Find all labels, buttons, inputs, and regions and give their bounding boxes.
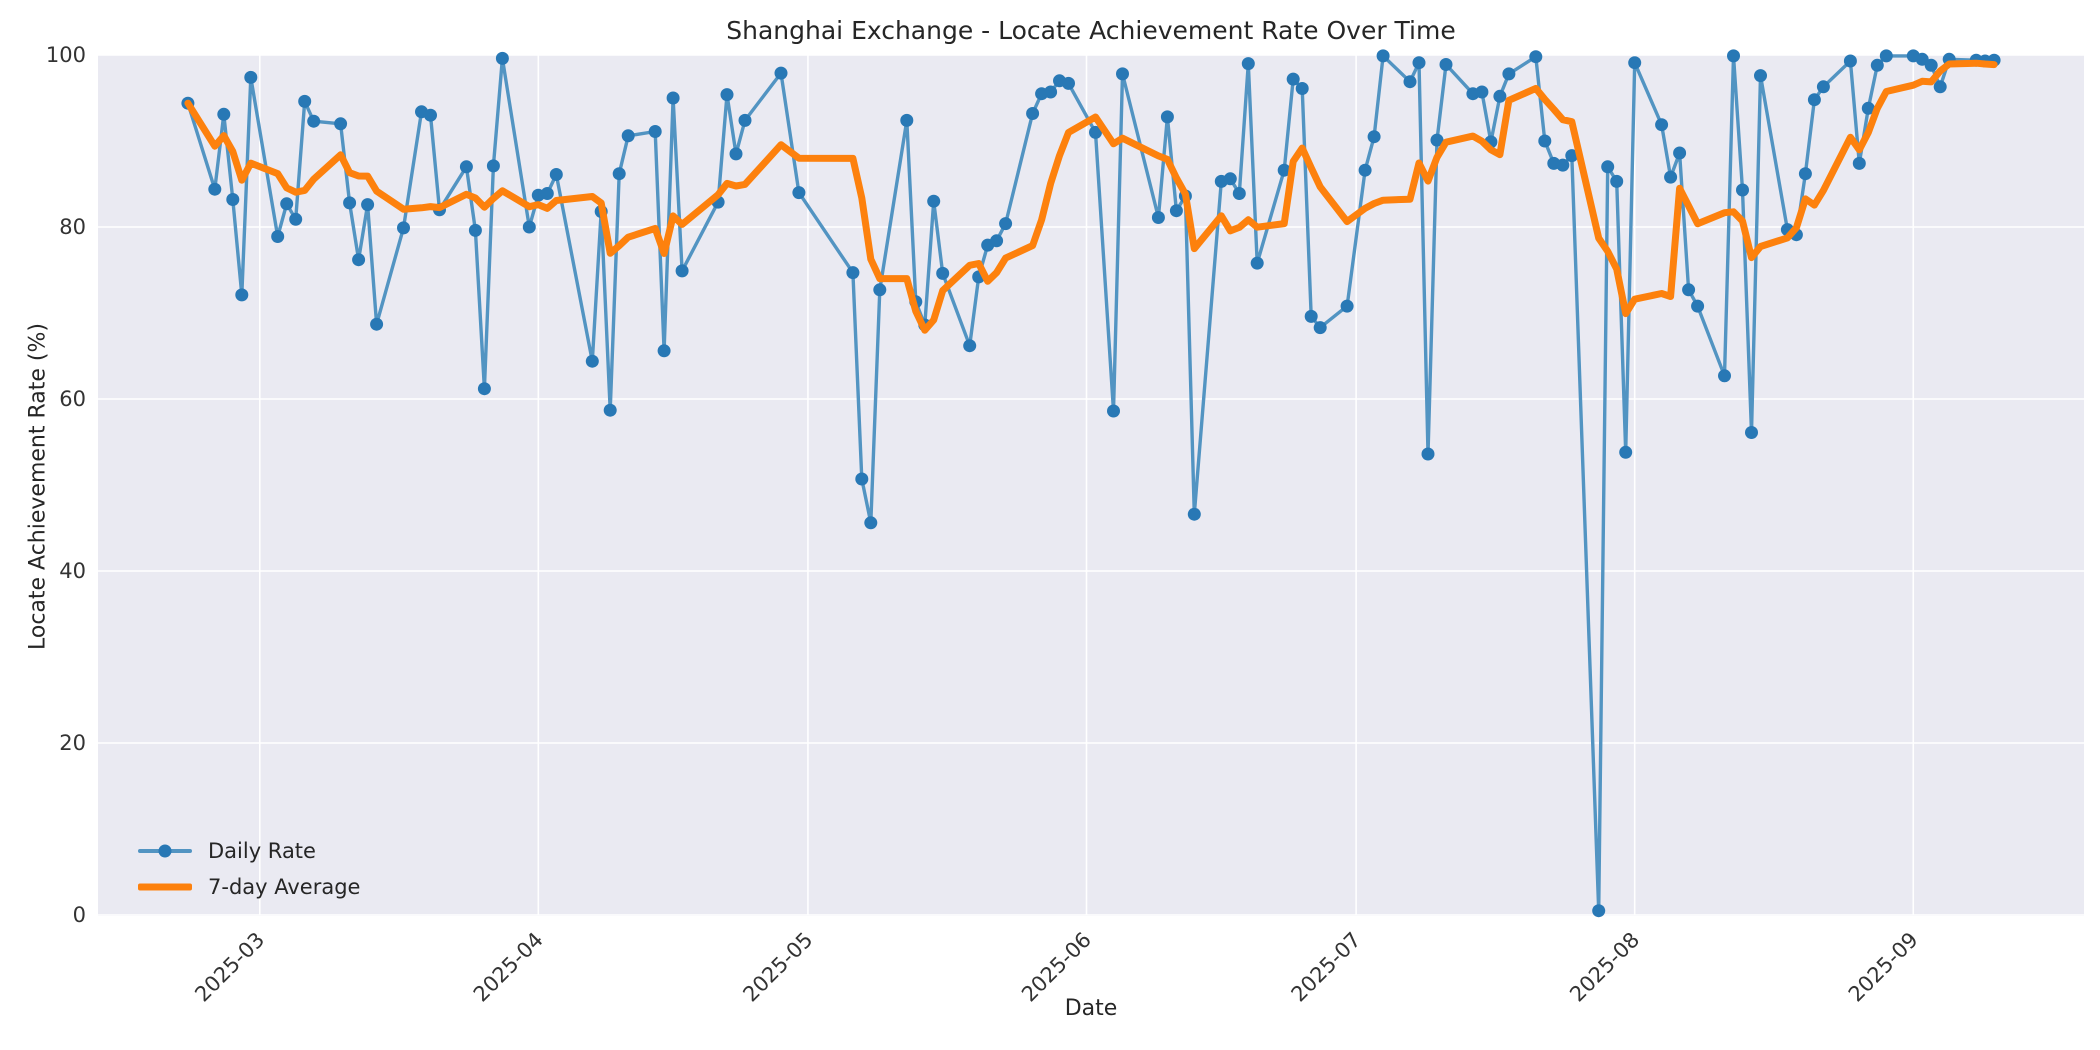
svg-text:100: 100 — [46, 43, 86, 67]
y-axis-tick-labels: 0 20 40 60 80 100 — [46, 43, 86, 927]
chart-title: Shanghai Exchange - Locate Achievement R… — [726, 16, 1456, 45]
svg-text:40: 40 — [59, 559, 86, 583]
x-axis-label: Date — [1064, 996, 1118, 1021]
legend-item-7day-average: 7-day Average — [138, 874, 360, 900]
svg-text:2025-08: 2025-08 — [1565, 928, 1644, 1007]
legend-label-7day-average: 7-day Average — [208, 875, 361, 899]
x-axis-tick-labels: 2025-03 2025-04 2025-05 2025-06 2025-07 2025-… — [190, 928, 1923, 1007]
svg-text:0: 0 — [73, 903, 86, 927]
svg-text:80: 80 — [59, 215, 86, 239]
legend: Daily Rate 7-day Average — [138, 838, 360, 900]
svg-text:2025-07: 2025-07 — [1287, 928, 1366, 1007]
seven-day-average-line — [184, 59, 1998, 334]
svg-text:2025-09: 2025-09 — [1844, 928, 1923, 1007]
legend-label-daily-rate: Daily Rate — [208, 839, 316, 863]
svg-text:60: 60 — [59, 387, 86, 411]
daily-rate-markers — [181, 49, 2001, 918]
daily-rate-swatch-icon — [138, 838, 192, 864]
plot-background — [98, 55, 2084, 916]
svg-text:2025-06: 2025-06 — [1017, 928, 1096, 1007]
svg-text:2025-03: 2025-03 — [190, 928, 269, 1007]
svg-text:2025-04: 2025-04 — [469, 928, 548, 1007]
svg-text:20: 20 — [59, 731, 86, 755]
seven-day-average-swatch-icon — [138, 874, 192, 900]
svg-text:2025-05: 2025-05 — [738, 928, 817, 1007]
y-axis-label: Locate Achievement Rate (%) — [25, 323, 51, 651]
legend-item-daily-rate: Daily Rate — [138, 838, 360, 864]
